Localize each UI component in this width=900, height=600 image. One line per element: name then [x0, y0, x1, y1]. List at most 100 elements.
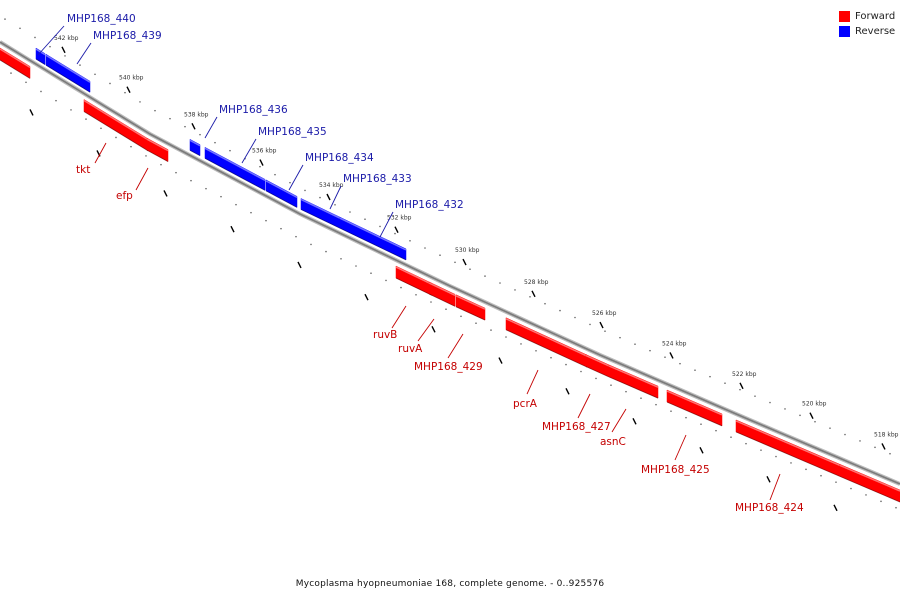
- forward-gene-label-efp: efp: [116, 190, 133, 202]
- scale-dot: [745, 442, 747, 445]
- scale-dot: [4, 18, 6, 20]
- scale-dot: [10, 72, 12, 74]
- backbone-line: [0, 41, 900, 485]
- scale-dot: [565, 363, 567, 366]
- forward-gene-label-MHP168_427-leader: [577, 393, 591, 419]
- scale-dot: [364, 218, 366, 220]
- forward-gene-MHP168_429: [455, 294, 486, 321]
- scale-dot: [379, 225, 381, 228]
- legend: Forward Reverse: [839, 9, 895, 39]
- scale-dot: [325, 250, 327, 253]
- scale-dot: [529, 296, 531, 298]
- forward-gene-MHP168_427-highlight: [585, 354, 610, 367]
- reverse-gene-label-MHP168_436-leader: [204, 116, 218, 139]
- scale-dot: [559, 309, 561, 312]
- reverse-gene-MHP168_433-highlight: [300, 198, 341, 219]
- forward-gene-MHP168_424-highlight: [735, 420, 841, 467]
- reverse-gene-MHP168_432-shade: [339, 227, 407, 261]
- scale-dot: [724, 382, 726, 384]
- legend-label-reverse: Reverse: [855, 26, 896, 37]
- scale-dot: [775, 455, 777, 458]
- scale-tick-label: 532 kbp: [387, 215, 412, 222]
- scale-tick: [599, 321, 604, 329]
- scale-dot: [334, 204, 336, 206]
- scale-dot: [439, 254, 441, 256]
- forward-gene-label-ruvA-leader: [417, 318, 435, 342]
- reverse-gene-MHP168_435: [204, 146, 266, 191]
- scale-dot: [574, 316, 576, 319]
- scale-tick: [191, 123, 196, 130]
- scale-dot: [214, 141, 216, 144]
- reverse-gene-MHP168_440: [35, 47, 46, 66]
- forward-gene-efp-highlight: [146, 138, 169, 152]
- scale-dot: [685, 416, 687, 419]
- scale-tick-label: 522 kbp: [732, 371, 757, 378]
- reverse-gene-label-MHP168_436: MHP168_436: [219, 104, 288, 116]
- scale-dot: [469, 268, 471, 271]
- reverse-gene-label-MHP168_435: MHP168_435: [258, 126, 327, 138]
- scale-dot: [730, 436, 732, 438]
- scale-dot: [760, 449, 762, 451]
- forward-gene-label-MHP168_427: MHP168_427: [542, 421, 611, 433]
- forward-gene-asnC: [608, 364, 659, 399]
- scale-dot: [259, 165, 261, 168]
- scale-dot: [784, 408, 786, 410]
- scale-dot: [475, 322, 477, 325]
- scale-dot: [64, 55, 66, 57]
- scale-dot: [709, 375, 711, 378]
- scale-tick: [498, 357, 503, 364]
- scale-dot: [340, 258, 342, 260]
- scale-dot: [130, 145, 132, 148]
- scale-dot: [670, 410, 672, 412]
- forward-gene-tkt-shade: [83, 111, 149, 152]
- scale-dot: [544, 302, 546, 305]
- forward-gene-label-tkt-leader: [94, 142, 107, 164]
- scale-dot: [649, 349, 651, 352]
- scale-dot: [250, 211, 252, 214]
- legend-label-forward: Forward: [855, 11, 896, 22]
- scale-dot: [535, 350, 537, 352]
- scale-dot: [139, 101, 141, 103]
- forward-gene-tkt-highlight: [83, 99, 149, 141]
- scale-tick-label: 520 kbp: [802, 401, 827, 408]
- scale-dot: [394, 232, 396, 235]
- reverse-gene-label-MHP168_433-leader: [329, 185, 342, 210]
- forward-gene-partial-right: [839, 464, 900, 503]
- scale-dot: [880, 500, 882, 503]
- reverse-gene-label-MHP168_434-leader: [288, 164, 304, 191]
- scale-dot: [889, 452, 891, 455]
- scale-dot: [610, 384, 612, 386]
- reverse-gene-label-MHP168_432: MHP168_432: [395, 199, 464, 211]
- legend-item-forward: Forward: [839, 9, 895, 24]
- scale-tick: [531, 290, 536, 298]
- forward-gene-ruvB-highlight: [395, 266, 433, 286]
- scale-dot: [289, 181, 291, 184]
- scale-dot: [49, 45, 51, 48]
- scale-tick: [326, 193, 331, 201]
- scale-dot: [895, 506, 897, 509]
- scale-dot: [160, 163, 162, 166]
- scale-dot: [595, 377, 597, 380]
- reverse-gene-label-MHP168_432-leader: [379, 211, 394, 238]
- scale-dot: [664, 356, 666, 358]
- scale-dot: [319, 196, 321, 199]
- scale-dot: [739, 388, 741, 391]
- forward-gene-label-ruvA: ruvA: [398, 343, 423, 355]
- forward-gene-ruvB-shade: [395, 277, 433, 296]
- scale-dot: [829, 427, 831, 429]
- reverse-swatch-icon: [839, 26, 850, 37]
- scale-dot: [280, 227, 282, 230]
- scale-dot: [40, 90, 42, 93]
- scale-dot: [304, 189, 306, 192]
- forward-gene-asnC-shade: [608, 376, 659, 399]
- scale-dot: [484, 275, 486, 277]
- scale-dot: [265, 219, 267, 222]
- reverse-gene-MHP168_434-shade: [265, 190, 298, 208]
- forward-gene-pcrA-shade: [505, 329, 588, 368]
- scale-dot: [184, 125, 186, 128]
- reverse-gene-MHP168_440-shade: [35, 58, 46, 66]
- scale-dot: [874, 446, 876, 449]
- reverse-gene-MHP168_434-highlight: [265, 180, 298, 199]
- forward-gene-label-tkt: tkt: [76, 164, 90, 176]
